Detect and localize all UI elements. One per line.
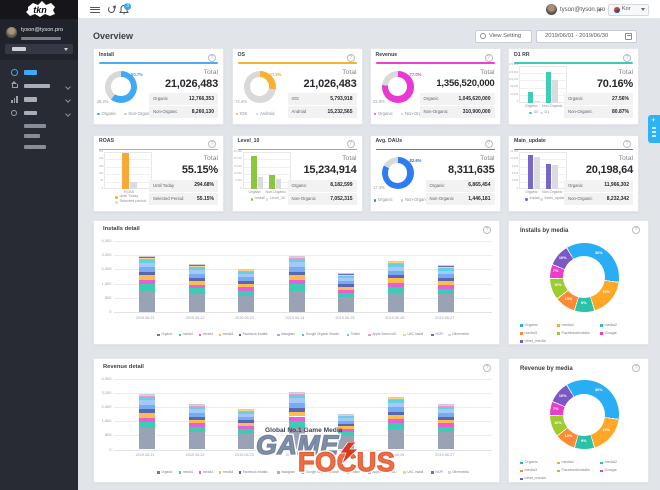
svg-text:tkn: tkn <box>33 5 47 15</box>
